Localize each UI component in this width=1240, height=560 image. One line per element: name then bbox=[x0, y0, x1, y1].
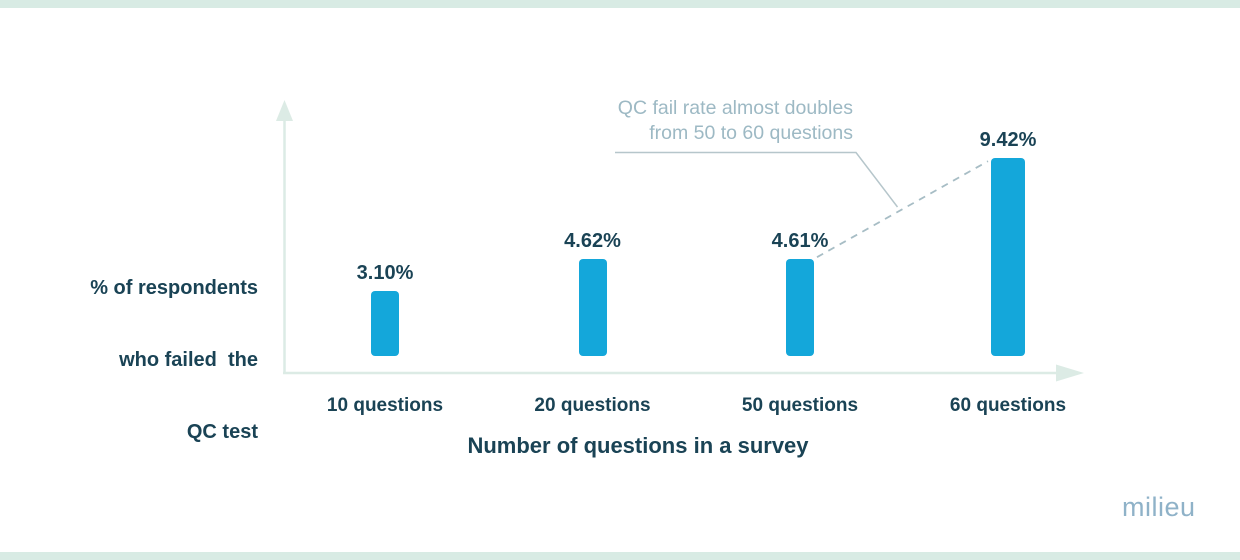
x-axis-category-label: 10 questions bbox=[326, 395, 444, 416]
bar bbox=[371, 290, 399, 356]
x-axis-title: Number of questions in a survey bbox=[467, 433, 809, 458]
bottom-border bbox=[0, 552, 1240, 560]
annotation-text-line: QC fail rate almost doubles bbox=[617, 97, 853, 119]
y-axis-title-line: % of respondents bbox=[90, 277, 258, 299]
annotation-text-line: from 50 to 60 questions bbox=[649, 122, 853, 144]
x-axis-category-label: 20 questions bbox=[534, 395, 651, 416]
annotation-text: QC fail rate almost doubles from 50 to 6… bbox=[553, 96, 853, 146]
x-axis-category-label: 60 questions bbox=[949, 395, 1067, 416]
bar-value-label: 3.10% bbox=[356, 261, 414, 284]
bar-value-label: 9.42% bbox=[979, 129, 1037, 152]
annotation-callout-line bbox=[615, 151, 899, 208]
milieu-logo: milieu bbox=[1122, 492, 1196, 522]
bar-value-label: 4.62% bbox=[564, 229, 621, 252]
y-axis-title-line: who failed the bbox=[119, 349, 258, 371]
bar bbox=[578, 258, 607, 356]
x-axis-category-label: 50 questions bbox=[741, 395, 859, 416]
y-axis-title: % of respondents who failed the QC test bbox=[0, 228, 258, 492]
y-axis-arrow-icon bbox=[276, 100, 293, 121]
bar bbox=[786, 259, 814, 356]
x-axis-arrow-icon bbox=[1056, 364, 1084, 382]
bar-value-label: 4.61% bbox=[771, 230, 829, 253]
y-axis-title-line: QC test bbox=[186, 421, 258, 443]
bar bbox=[991, 158, 1025, 356]
top-border bbox=[0, 0, 1240, 8]
